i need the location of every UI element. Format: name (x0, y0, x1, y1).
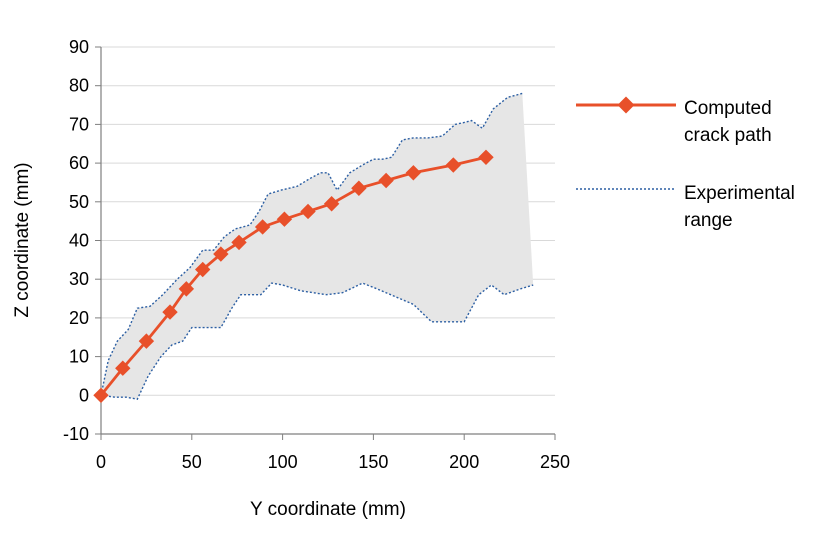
tick-labels: -10 0 10 20 30 40 50 60 70 80 90 0 50 100 150 200 250 (63, 37, 570, 472)
computed-point-marker (323, 196, 340, 212)
series (93, 149, 494, 404)
legend-experimental-label: Experimental range (684, 183, 800, 231)
y-tick-label: 90 (69, 37, 89, 57)
x-tick-label: 0 (96, 452, 106, 472)
legend-computed-marker (617, 96, 635, 114)
experimental-band-fill (101, 93, 534, 400)
y-tick-label: 10 (69, 347, 89, 367)
legend-computed-label: Computed crack path (684, 98, 777, 146)
computed-point-marker (378, 172, 394, 189)
computed-point-marker (213, 246, 229, 262)
y-tick-label: 40 (69, 231, 89, 251)
axes (95, 46, 556, 440)
computed-point-marker (276, 211, 293, 227)
y-tick-label: -10 (63, 424, 89, 444)
legend-item-experimental: Experimental range (576, 183, 800, 231)
legend-item-computed: Computed crack path (576, 96, 777, 146)
computed-point-marker (478, 149, 494, 166)
legend-experimental-line-2: range (684, 210, 733, 231)
computed-point-marker (445, 157, 462, 173)
y-tick-label: 80 (69, 76, 89, 96)
computed-point-marker (351, 180, 367, 196)
x-tick-label: 100 (268, 452, 298, 472)
experimental-lower-line (100, 282, 534, 400)
x-tick-label: 200 (449, 452, 479, 472)
computed-point-marker (115, 360, 131, 376)
legend-computed-line-1: Computed (684, 98, 772, 119)
computed-point-marker (231, 234, 247, 251)
x-tick-label: 250 (540, 452, 570, 472)
y-axis-title: Z coordinate (mm) (12, 162, 33, 317)
y-tick-label: 70 (69, 114, 89, 134)
computed-point-marker (405, 165, 422, 181)
y-tick-label: 60 (69, 153, 89, 173)
x-tick-label: 50 (182, 452, 202, 472)
computed-point-marker (300, 203, 316, 220)
x-tick-label: 150 (358, 452, 388, 472)
legend-experimental-line-1: Experimental (684, 183, 795, 204)
y-tick-label: 50 (69, 192, 89, 212)
computed-point-marker (178, 281, 195, 297)
legend: Computed crack path Experimental range (576, 96, 800, 231)
y-tick-label: 0 (79, 385, 89, 405)
x-axis-title: Y coordinate (mm) (250, 499, 406, 520)
experimental-upper-line (100, 92, 523, 396)
legend-computed-line-2: crack path (684, 125, 772, 146)
computed-point-marker (93, 387, 109, 404)
computed-point-marker (194, 261, 211, 278)
experimental-band (100, 92, 534, 400)
computed-point-marker (254, 219, 271, 235)
y-tick-label: 20 (69, 308, 89, 328)
computed-point-marker (162, 304, 178, 320)
y-tick-label: 30 (69, 269, 89, 289)
computed-point-marker (138, 333, 155, 349)
